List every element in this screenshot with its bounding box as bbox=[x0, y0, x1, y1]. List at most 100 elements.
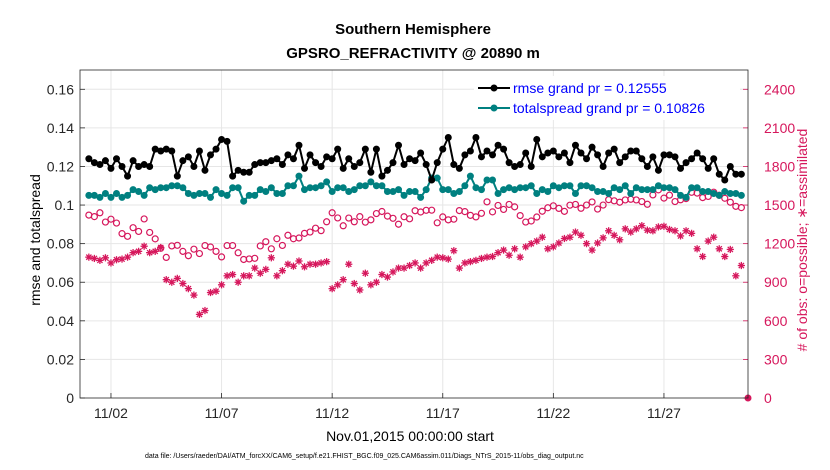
asterisk-stroke bbox=[301, 263, 308, 270]
y-tick-label: 0.14 bbox=[47, 120, 74, 136]
y-tick-label: 0.16 bbox=[47, 81, 74, 97]
asterisk-stroke bbox=[539, 234, 546, 241]
totalspread-point bbox=[411, 188, 419, 196]
assimilated-obs-point bbox=[262, 265, 270, 273]
asterisk-stroke bbox=[146, 249, 153, 256]
totalspread-point bbox=[317, 182, 325, 190]
rmse-point bbox=[693, 149, 701, 157]
rmse-point bbox=[500, 145, 508, 153]
asterisk-stroke bbox=[732, 272, 739, 279]
y2-tick-label: 600 bbox=[764, 313, 788, 329]
asterisk-stroke bbox=[96, 257, 103, 264]
possible-obs-point bbox=[212, 247, 220, 255]
possible-obs-point bbox=[549, 202, 557, 210]
asterisk-stroke bbox=[644, 227, 651, 234]
possible-obs-point bbox=[461, 208, 469, 216]
totalspread-point bbox=[671, 186, 679, 194]
assimilated-obs-point bbox=[284, 260, 292, 268]
possible-obs-point bbox=[334, 214, 342, 222]
rmse-point bbox=[715, 170, 723, 178]
rmse-point bbox=[334, 145, 342, 153]
asterisk-stroke bbox=[362, 270, 369, 277]
asterisk-stroke bbox=[224, 272, 231, 279]
asterisk-stroke bbox=[555, 239, 562, 247]
x-tick-label: 11/22 bbox=[536, 405, 570, 421]
asterisk-stroke bbox=[329, 285, 336, 292]
asterisk-stroke bbox=[478, 255, 485, 262]
asterisk-stroke bbox=[257, 270, 264, 277]
rmse-point bbox=[389, 159, 397, 167]
asterisk-stroke bbox=[268, 254, 275, 261]
rmse-point bbox=[594, 151, 602, 159]
asterisk-stroke bbox=[389, 268, 397, 276]
asterisk-stroke bbox=[694, 245, 701, 252]
assimilated-obs-point bbox=[560, 234, 569, 243]
rmse-point bbox=[367, 168, 375, 176]
assimilated-obs-point bbox=[256, 269, 264, 277]
totalspread-point bbox=[140, 191, 148, 199]
y2-tick-label: 1800 bbox=[764, 158, 795, 174]
assimilated-obs-point bbox=[378, 270, 386, 279]
possible-obs-point bbox=[367, 216, 375, 224]
asterisk-stroke bbox=[738, 262, 745, 269]
totalspread-point bbox=[350, 186, 358, 194]
possible-obs-point bbox=[90, 213, 98, 221]
x-tick-labels: 11/02 11/07 11/12 11/17 11/22 11/27 bbox=[94, 393, 681, 421]
asterisk-stroke bbox=[649, 227, 656, 234]
legend-spread-label: totalspread grand pr = 0.10826 bbox=[513, 100, 705, 116]
assimilated-obs-point bbox=[300, 263, 309, 271]
totalspread-point bbox=[267, 184, 275, 192]
asterisk-stroke bbox=[356, 286, 363, 294]
rmse-point bbox=[588, 143, 596, 151]
possible-obs-point bbox=[638, 197, 646, 206]
asterisk-stroke bbox=[152, 248, 159, 255]
asterisk-stroke bbox=[627, 229, 634, 236]
assimilated-obs-point bbox=[638, 222, 646, 230]
assimilated-obs-point bbox=[328, 285, 336, 293]
y-axis-label: rmse and totalspread bbox=[27, 174, 43, 306]
assimilated-obs-point bbox=[334, 281, 342, 289]
possible-obs-point bbox=[151, 235, 159, 243]
rmse-point bbox=[726, 162, 734, 170]
x-tick-label: 11/07 bbox=[205, 405, 239, 421]
asterisk-stroke bbox=[671, 227, 679, 234]
assimilated-obs-point bbox=[350, 279, 358, 288]
rmse-point bbox=[494, 141, 502, 149]
y-tick-label: 0 bbox=[66, 390, 74, 406]
asterisk-stroke bbox=[450, 247, 457, 254]
totalspread-point bbox=[566, 182, 574, 190]
assimilated-obs-point bbox=[621, 225, 629, 233]
possible-obs-point bbox=[107, 215, 115, 223]
assimilated-obs-point bbox=[195, 310, 204, 318]
assimilated-obs-point bbox=[212, 287, 220, 295]
asterisk-stroke bbox=[577, 232, 585, 239]
asterisk-stroke bbox=[467, 258, 474, 265]
asterisk-stroke bbox=[710, 234, 717, 241]
assimilated-obs-point bbox=[422, 259, 430, 267]
asterisk-stroke bbox=[229, 271, 236, 278]
assimilated-obs-point bbox=[710, 233, 718, 241]
x-axis-label: Nov.01,2015 00:00:00 start bbox=[326, 428, 494, 444]
asterisk-stroke bbox=[395, 265, 402, 272]
assimilated-obs-point bbox=[721, 252, 729, 261]
asterisk-stroke bbox=[517, 254, 524, 261]
totalspread-point bbox=[494, 189, 502, 197]
rmse-point bbox=[516, 161, 524, 169]
assimilated-obs-point bbox=[571, 228, 580, 236]
asterisk-stroke bbox=[666, 226, 673, 233]
assimilated-obs-point bbox=[439, 254, 447, 262]
rmse-point bbox=[555, 153, 563, 161]
series-group bbox=[85, 134, 752, 402]
rmse-point bbox=[466, 147, 474, 155]
asterisk-stroke bbox=[461, 259, 468, 267]
assimilated-obs-point bbox=[367, 281, 375, 289]
totalspread-point bbox=[323, 178, 331, 186]
possible-obs-point bbox=[726, 198, 734, 206]
rmse-point bbox=[450, 161, 458, 169]
possible-obs-point bbox=[350, 218, 358, 226]
totalspread-point bbox=[251, 191, 259, 199]
rmse-point bbox=[527, 162, 535, 170]
asterisk-stroke bbox=[246, 272, 253, 279]
assimilated-obs-point bbox=[665, 225, 674, 234]
assimilated-obs-point bbox=[715, 245, 723, 253]
